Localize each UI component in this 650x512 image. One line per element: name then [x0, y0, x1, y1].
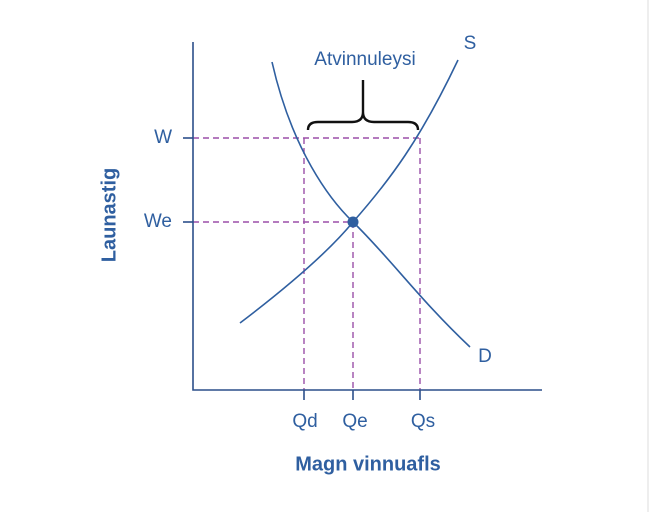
y-axis-label: Launastig [98, 168, 120, 262]
x-tick-label: Qd [292, 411, 317, 432]
annotation: Atvinnuleysi [314, 49, 415, 70]
axes [192, 42, 542, 391]
curve-label: S [464, 33, 477, 54]
x-tick-label: Qe [342, 411, 367, 432]
x-tick-label: Qs [411, 411, 435, 432]
guide-lines [193, 137, 421, 390]
y-tick-label: We [144, 211, 172, 232]
y-tick-label: W [154, 127, 172, 148]
curve-label: D [478, 346, 492, 367]
brace [306, 80, 420, 131]
x-axis-label: Magn vinnuafls [295, 453, 441, 475]
equilibrium-point [347, 216, 359, 228]
